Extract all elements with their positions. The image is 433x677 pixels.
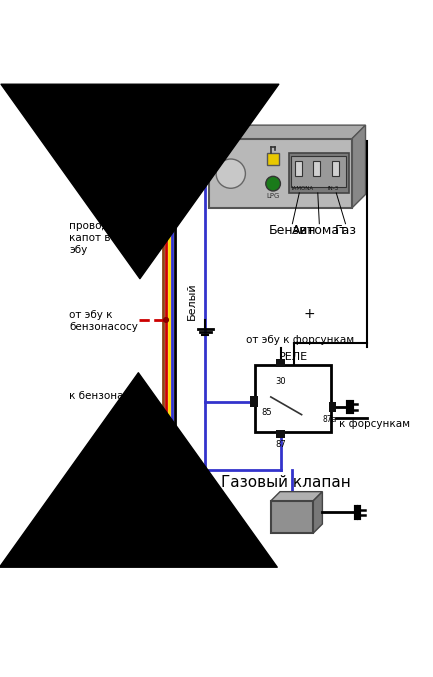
Bar — [267, 153, 279, 165]
Ellipse shape — [266, 176, 281, 191]
Text: 87: 87 — [275, 440, 286, 449]
Text: +: + — [304, 307, 315, 321]
Text: LPG: LPG — [266, 193, 280, 199]
Bar — [291, 156, 346, 187]
Bar — [255, 365, 331, 433]
Bar — [295, 160, 302, 176]
Bar — [209, 139, 352, 209]
Text: РЕЛЕ: РЕЛЕ — [278, 351, 308, 362]
Bar — [271, 501, 313, 533]
Text: 87а: 87а — [322, 414, 336, 424]
Text: IAMONA: IAMONA — [291, 186, 313, 192]
Text: Белый: Белый — [187, 282, 197, 320]
Bar — [250, 396, 258, 407]
Text: от эбу к форсункам: от эбу к форсункам — [246, 335, 354, 345]
Text: IN-3: IN-3 — [327, 186, 339, 192]
Polygon shape — [313, 492, 323, 533]
Text: к бензонасосу: к бензонасосу — [69, 391, 148, 401]
Ellipse shape — [216, 159, 246, 188]
Text: к форсункам: к форсункам — [339, 419, 410, 429]
Text: 30: 30 — [275, 377, 286, 386]
Bar — [288, 153, 349, 193]
Bar — [276, 359, 285, 367]
Ellipse shape — [164, 318, 168, 322]
Polygon shape — [271, 492, 323, 501]
Text: Автомат: Автомат — [291, 223, 347, 237]
Text: от эбу к
бензонасосу: от эбу к бензонасосу — [69, 310, 138, 332]
Text: 85: 85 — [261, 408, 271, 417]
Text: провод идет под
капот в проводку
эбу: провод идет под капот в проводку эбу — [69, 221, 166, 255]
Bar — [332, 160, 339, 176]
Text: Газ: Газ — [335, 223, 356, 237]
Polygon shape — [352, 125, 365, 209]
Text: Газовый клапан: Газовый клапан — [221, 475, 350, 490]
Bar — [276, 430, 285, 438]
Polygon shape — [209, 125, 365, 139]
Bar — [329, 401, 336, 412]
Text: Установка порога
переключения на газ: Установка порога переключения на газ — [92, 133, 218, 155]
Text: Бензин: Бензин — [268, 223, 316, 237]
Bar — [313, 160, 320, 176]
